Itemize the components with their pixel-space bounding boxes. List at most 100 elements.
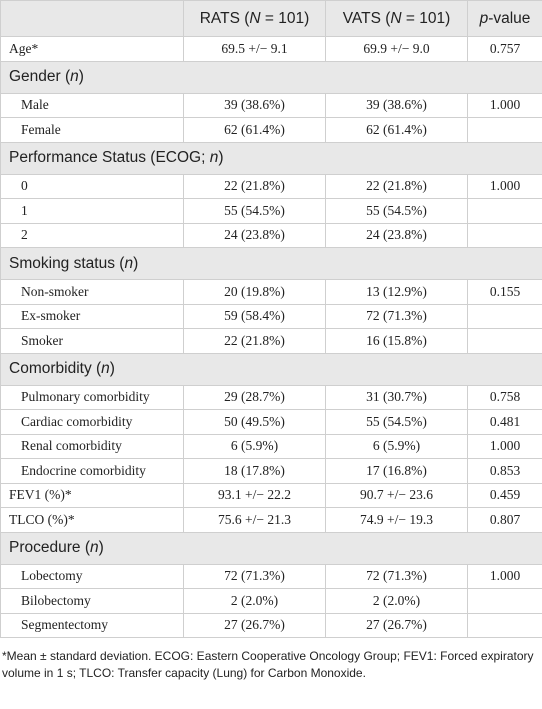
empty-cell: [467, 222, 542, 248]
data-row: TLCO (%)* 75.6 +/− 21.3 74.9 +/− 19.3 0.807: [0, 507, 542, 533]
text-part: RATS (: [199, 9, 250, 27]
value-cell: 6 (5.9%): [325, 433, 468, 459]
text-part: Smoking status (: [9, 254, 125, 272]
data-row: Cardiac comorbidity 50 (49.5%) 55 (54.5%) 0…: [0, 409, 542, 435]
row-label: Ex-smoker: [0, 303, 184, 329]
text-part: ): [109, 360, 115, 377]
text-part: -value: [488, 9, 531, 27]
value-cell: 39 (38.6%): [183, 92, 326, 118]
row-label: Segmentectomy: [0, 612, 184, 638]
value-cell: 29 (28.7%): [183, 384, 326, 410]
value-cell: 27 (26.7%): [183, 612, 326, 638]
column-header: VATS (N = 101): [325, 0, 468, 37]
row-label: Female: [0, 117, 184, 143]
footnote: *Mean ± standard deviation. ECOG: Easter…: [2, 649, 534, 680]
value-cell: 1.000: [467, 433, 542, 459]
section-row: Gender (n): [0, 60, 542, 94]
section-row: Procedure (n): [0, 531, 542, 565]
text-part: n: [124, 254, 134, 272]
row-label: 1: [0, 198, 184, 224]
empty-cell: [467, 328, 542, 354]
value-cell: 24 (23.8%): [325, 222, 468, 248]
row-label: Age*: [0, 36, 184, 62]
row-label: Renal comorbidity: [0, 433, 184, 459]
section-title: Performance Status (ECOG; n): [0, 141, 542, 175]
value-cell: 74.9 +/− 19.3: [325, 507, 468, 533]
value-cell: 69.9 +/− 9.0: [325, 36, 468, 62]
text-part: n: [89, 539, 99, 556]
row-label: Smoker: [0, 328, 184, 354]
text-part: ): [218, 149, 224, 166]
value-cell: 17 (16.8%): [325, 458, 468, 484]
row-label: Pulmonary comorbidity: [0, 384, 184, 410]
section-title: Procedure (n): [0, 531, 542, 565]
column-header: p-value: [467, 0, 542, 37]
value-cell: 72 (71.3%): [325, 563, 468, 589]
text-part: ): [133, 254, 139, 272]
text-part: = 101): [260, 9, 310, 27]
value-cell: 1.000: [467, 92, 542, 118]
value-cell: 18 (17.8%): [183, 458, 326, 484]
table-body: Age* 69.5 +/− 9.1 69.9 +/− 9.0 0.757 Gender …: [0, 36, 542, 638]
text-part: Procedure (: [9, 539, 90, 556]
value-cell: 22 (21.8%): [183, 173, 326, 199]
data-row: FEV1 (%)* 93.1 +/− 22.2 90.7 +/− 23.6 0.459: [0, 482, 542, 508]
value-cell: 31 (30.7%): [325, 384, 468, 410]
value-cell: 24 (23.8%): [183, 222, 326, 248]
value-cell: 69.5 +/− 9.1: [183, 36, 326, 62]
row-label: 2: [0, 222, 184, 248]
value-cell: 20 (19.8%): [183, 279, 326, 305]
text-part: p: [479, 9, 489, 27]
data-row: 2 24 (23.8%) 24 (23.8%): [0, 222, 542, 248]
data-row: Smoker 22 (21.8%) 16 (15.8%): [0, 328, 542, 354]
value-cell: 0.757: [467, 36, 542, 62]
text-part: Comorbidity (: [9, 360, 102, 377]
value-cell: 72 (71.3%): [183, 563, 326, 589]
value-cell: 55 (54.5%): [183, 198, 326, 224]
section-row: Performance Status (ECOG; n): [0, 141, 542, 175]
text-part: Gender (: [9, 68, 71, 85]
value-cell: 93.1 +/− 22.2: [183, 482, 326, 508]
value-cell: 0.459: [467, 482, 542, 508]
value-cell: 22 (21.8%): [183, 328, 326, 354]
data-row: 1 55 (54.5%) 55 (54.5%): [0, 198, 542, 224]
value-cell: 90.7 +/− 23.6: [325, 482, 468, 508]
row-label: Lobectomy: [0, 563, 184, 589]
value-cell: 6 (5.9%): [183, 433, 326, 459]
value-cell: 39 (38.6%): [325, 92, 468, 118]
empty-cell: [467, 303, 542, 329]
value-cell: 1.000: [467, 563, 542, 589]
data-row: Lobectomy 72 (71.3%) 72 (71.3%) 1.000: [0, 563, 542, 589]
value-cell: 62 (61.4%): [183, 117, 326, 143]
section-title: Smoking status (n): [0, 247, 542, 280]
value-cell: 0.758: [467, 384, 542, 410]
value-cell: 13 (12.9%): [325, 279, 468, 305]
row-label: Male: [0, 92, 184, 118]
data-row: Pulmonary comorbidity 29 (28.7%) 31 (30.7%…: [0, 384, 542, 410]
value-cell: 72 (71.3%): [325, 303, 468, 329]
value-cell: 59 (58.4%): [183, 303, 326, 329]
empty-cell: [467, 198, 542, 224]
text-part: ): [78, 68, 84, 85]
data-row: Segmentectomy 27 (26.7%) 27 (26.7%): [0, 612, 542, 638]
empty-cell: [467, 612, 542, 638]
row-label: Non-smoker: [0, 279, 184, 305]
data-row: Male 39 (38.6%) 39 (38.6%) 1.000: [0, 92, 542, 118]
data-row: Bilobectomy 2 (2.0%) 2 (2.0%): [0, 588, 542, 614]
row-label: Cardiac comorbidity: [0, 409, 184, 435]
text-part: ): [98, 539, 104, 556]
row-label: Bilobectomy: [0, 588, 184, 614]
value-cell: 62 (61.4%): [325, 117, 468, 143]
section-row: Comorbidity (n): [0, 352, 542, 386]
value-cell: 75.6 +/− 21.3: [183, 507, 326, 533]
section-row: Smoking status (n): [0, 247, 542, 280]
value-cell: 55 (54.5%): [325, 198, 468, 224]
value-cell: 0.807: [467, 507, 542, 533]
data-row: Non-smoker 20 (19.8%) 13 (12.9%) 0.155: [0, 279, 542, 305]
value-cell: 0.853: [467, 458, 542, 484]
header-cell: [0, 0, 184, 37]
value-cell: 2 (2.0%): [183, 588, 326, 614]
data-row: Ex-smoker 59 (58.4%) 72 (71.3%): [0, 303, 542, 329]
data-row: 0 22 (21.8%) 22 (21.8%) 1.000: [0, 173, 542, 199]
value-cell: 50 (49.5%): [183, 409, 326, 435]
